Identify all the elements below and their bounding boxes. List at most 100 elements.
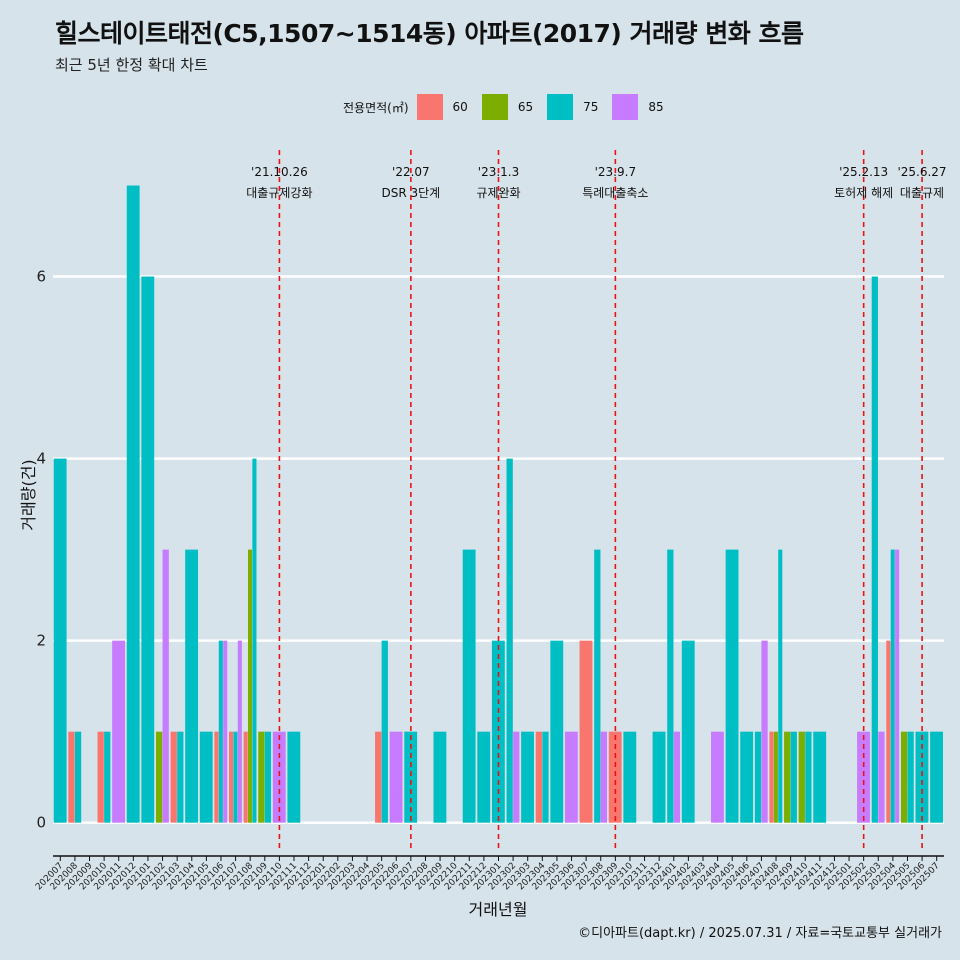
y-axis-label: 거래량(건) <box>19 459 38 531</box>
legend-swatch-65 <box>481 94 508 120</box>
legend-label-60: 60 <box>452 100 468 114</box>
bar-202407-85 <box>761 640 768 823</box>
legend-swatch-75 <box>547 94 574 120</box>
legend-swatch-85 <box>612 94 639 120</box>
event-label-202207: DSR 3단계 <box>381 186 440 200</box>
legend-item-60: 60 <box>416 94 468 120</box>
bar-202301-75 <box>491 640 505 823</box>
y-tick-label-4: 4 <box>36 450 46 468</box>
bar-202408-60 <box>769 731 774 823</box>
bar-202108-75 <box>252 458 257 823</box>
bar-202304-75 <box>542 731 549 823</box>
bar-202307-60 <box>579 640 593 823</box>
bar-202410-75 <box>805 731 812 823</box>
bar-202410-65 <box>798 731 805 823</box>
event-date-202110: '21.10.26 <box>251 165 308 179</box>
bar-202302-85 <box>513 731 520 823</box>
bar-202310-75 <box>623 731 637 823</box>
bar-202010-75 <box>104 731 111 823</box>
legend-item-75: 75 <box>547 94 598 120</box>
chart-subtitle: 최근 5년 한정 확대 차트 <box>55 56 208 74</box>
bar-202308-75 <box>594 549 601 823</box>
bar-202303-75 <box>521 731 534 823</box>
bar-202304-60 <box>535 731 543 823</box>
bar-202305-75 <box>550 640 564 823</box>
legend-item-85: 85 <box>612 94 664 120</box>
legend: 전용면적(㎡) 60 65 75 85 <box>343 93 678 121</box>
event-label-202309: 특례대출축소 <box>582 186 648 200</box>
bar-202104-75 <box>185 549 199 823</box>
event-date-202309: '23.9.7 <box>595 165 636 179</box>
source-caption: ©디아파트(dapt.kr) / 2025.07.31 / 자료=국토교통부 실… <box>578 926 942 941</box>
bar-202507-75 <box>930 731 943 823</box>
event-date-202502: '25.2.13 <box>839 165 888 179</box>
bar-202008-75 <box>74 731 82 823</box>
bar-202107-60 <box>229 731 234 823</box>
legend-title: 전용면적(㎡) <box>343 100 409 115</box>
bar-202008-60 <box>68 731 75 823</box>
bar-202107-75 <box>233 731 238 823</box>
y-tick-label-6: 6 <box>36 268 46 286</box>
legend-item-65: 65 <box>481 94 534 120</box>
bar-202102-85 <box>162 549 169 823</box>
bar-202506-75 <box>915 731 929 823</box>
bar-202011-85 <box>112 640 126 823</box>
bar-202110-85 <box>272 731 286 823</box>
bar-202306-85 <box>564 731 578 823</box>
event-label-202301: 규제완화 <box>476 186 520 200</box>
bar-202503-75 <box>871 276 878 823</box>
bar-202103-60 <box>170 731 177 823</box>
bar-202109-65 <box>258 731 265 823</box>
event-date-202506: '25.6.27 <box>897 165 946 179</box>
bar-202409-75 <box>790 731 797 823</box>
bar-202007-75 <box>53 458 67 823</box>
bar-202502-85 <box>857 731 870 823</box>
legend-swatch-60 <box>416 94 443 120</box>
event-label-202502: 토허제 해제 <box>834 186 893 200</box>
bar-202312-75 <box>652 731 666 823</box>
bar-202106-85 <box>223 640 228 823</box>
bar-202101-75 <box>141 276 155 823</box>
bar-202505-75 <box>907 731 914 823</box>
bar-202207-75 <box>404 731 418 823</box>
bar-202012-75 <box>126 185 140 823</box>
bar-202503-85 <box>878 731 885 823</box>
bar-202504-75 <box>890 549 895 823</box>
bar-202211-75 <box>462 549 476 823</box>
legend-label-85: 85 <box>648 100 664 114</box>
bar-202504-85 <box>895 549 900 823</box>
bar-202106-75 <box>218 640 223 823</box>
bar-202109-75 <box>264 731 272 823</box>
bar-202402-75 <box>681 640 695 823</box>
event-label-202110: 대출규제강화 <box>246 186 312 200</box>
bar-202504-60 <box>886 640 891 823</box>
bar-202106-60 <box>214 731 219 823</box>
bar-202111-75 <box>287 731 301 823</box>
bar-202404-85 <box>711 731 724 823</box>
event-date-202207: '22.07 <box>392 165 430 179</box>
bar-202108-65 <box>247 549 253 823</box>
y-tick-label-0: 0 <box>36 814 46 832</box>
bar-202308-85 <box>600 731 608 823</box>
bar-202408-75 <box>778 549 783 823</box>
bar-202105-75 <box>199 731 213 823</box>
legend-label-75: 75 <box>583 100 599 114</box>
bar-202209-75 <box>433 731 447 823</box>
bar-202212-75 <box>477 731 491 823</box>
bar-202205-60 <box>375 731 382 823</box>
event-label-202506: 대출규제 <box>900 186 944 200</box>
bar-202405-75 <box>725 549 739 823</box>
bar-202107-85 <box>237 640 242 823</box>
bar-202408-65 <box>773 731 778 823</box>
chart-title: 힐스테이트태전(C5,1507~1514동) 아파트(2017) 거래량 변화 … <box>55 19 804 48</box>
bar-202411-75 <box>813 731 827 823</box>
bar-202108-60 <box>243 731 248 823</box>
bar-202205-75 <box>381 640 388 823</box>
bar-202407-75 <box>754 731 762 823</box>
bar-202309-60 <box>608 731 622 823</box>
event-date-202301: '23.1.3 <box>478 165 519 179</box>
bar-202102-65 <box>155 731 163 823</box>
legend-label-65: 65 <box>517 100 534 114</box>
bar-202409-65 <box>784 731 791 823</box>
x-axis-label: 거래년월 <box>468 900 528 919</box>
